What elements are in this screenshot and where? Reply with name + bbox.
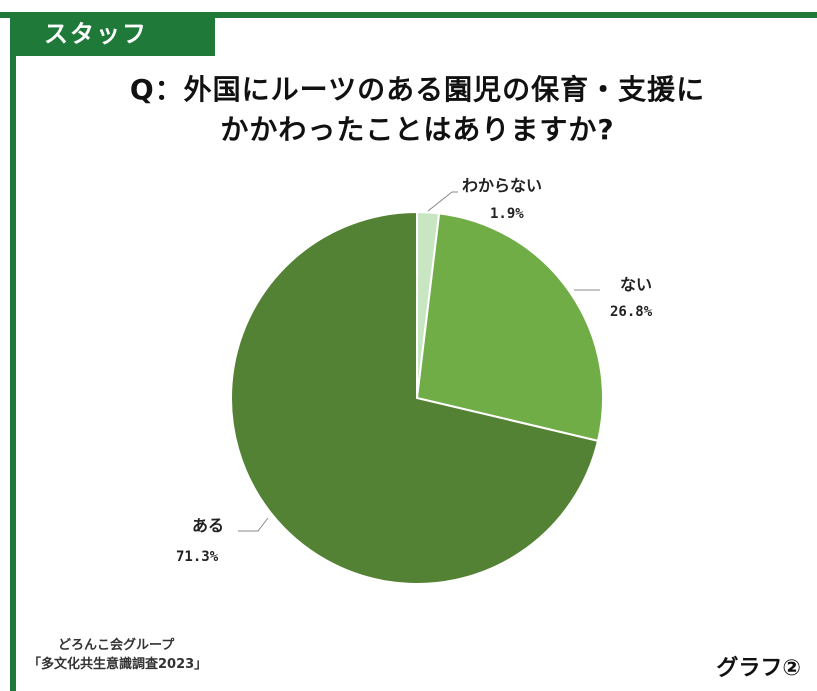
slice-label-nai: ない [620, 275, 652, 294]
pie-slice-1 [415, 212, 604, 443]
slice-value-wakaranai: 1.9% [490, 206, 524, 222]
slice-label-aru: ある [192, 516, 224, 535]
chart-title: Q：外国にルーツのある園児の保育・支援に かかわったことはありますか? [129, 73, 706, 146]
leader-line-aru [238, 517, 269, 532]
pie-slices [230, 210, 604, 585]
slice-label-wakaranai: わからない [462, 176, 542, 195]
pie-slice-2 [230, 210, 600, 585]
audience-tab: スタッフ [10, 12, 215, 56]
pie-labels: わからない 1.9% ない 26.8% ある 71.3% [176, 176, 653, 565]
slice-value-aru: 71.3% [176, 549, 219, 565]
graph-number-label: グラフ② [716, 656, 801, 681]
source-survey: 「多文化共生意識調査2023」 [28, 657, 208, 672]
source-org: どろんこ会グループ [58, 638, 175, 653]
slice-value-nai: 26.8% [610, 304, 653, 320]
leader-line-wakaranai [427, 191, 458, 212]
frame-border-left [10, 12, 16, 691]
data-source: どろんこ会グループ 「多文化共生意識調査2023」 [28, 636, 288, 674]
frame-border-top [0, 12, 817, 18]
